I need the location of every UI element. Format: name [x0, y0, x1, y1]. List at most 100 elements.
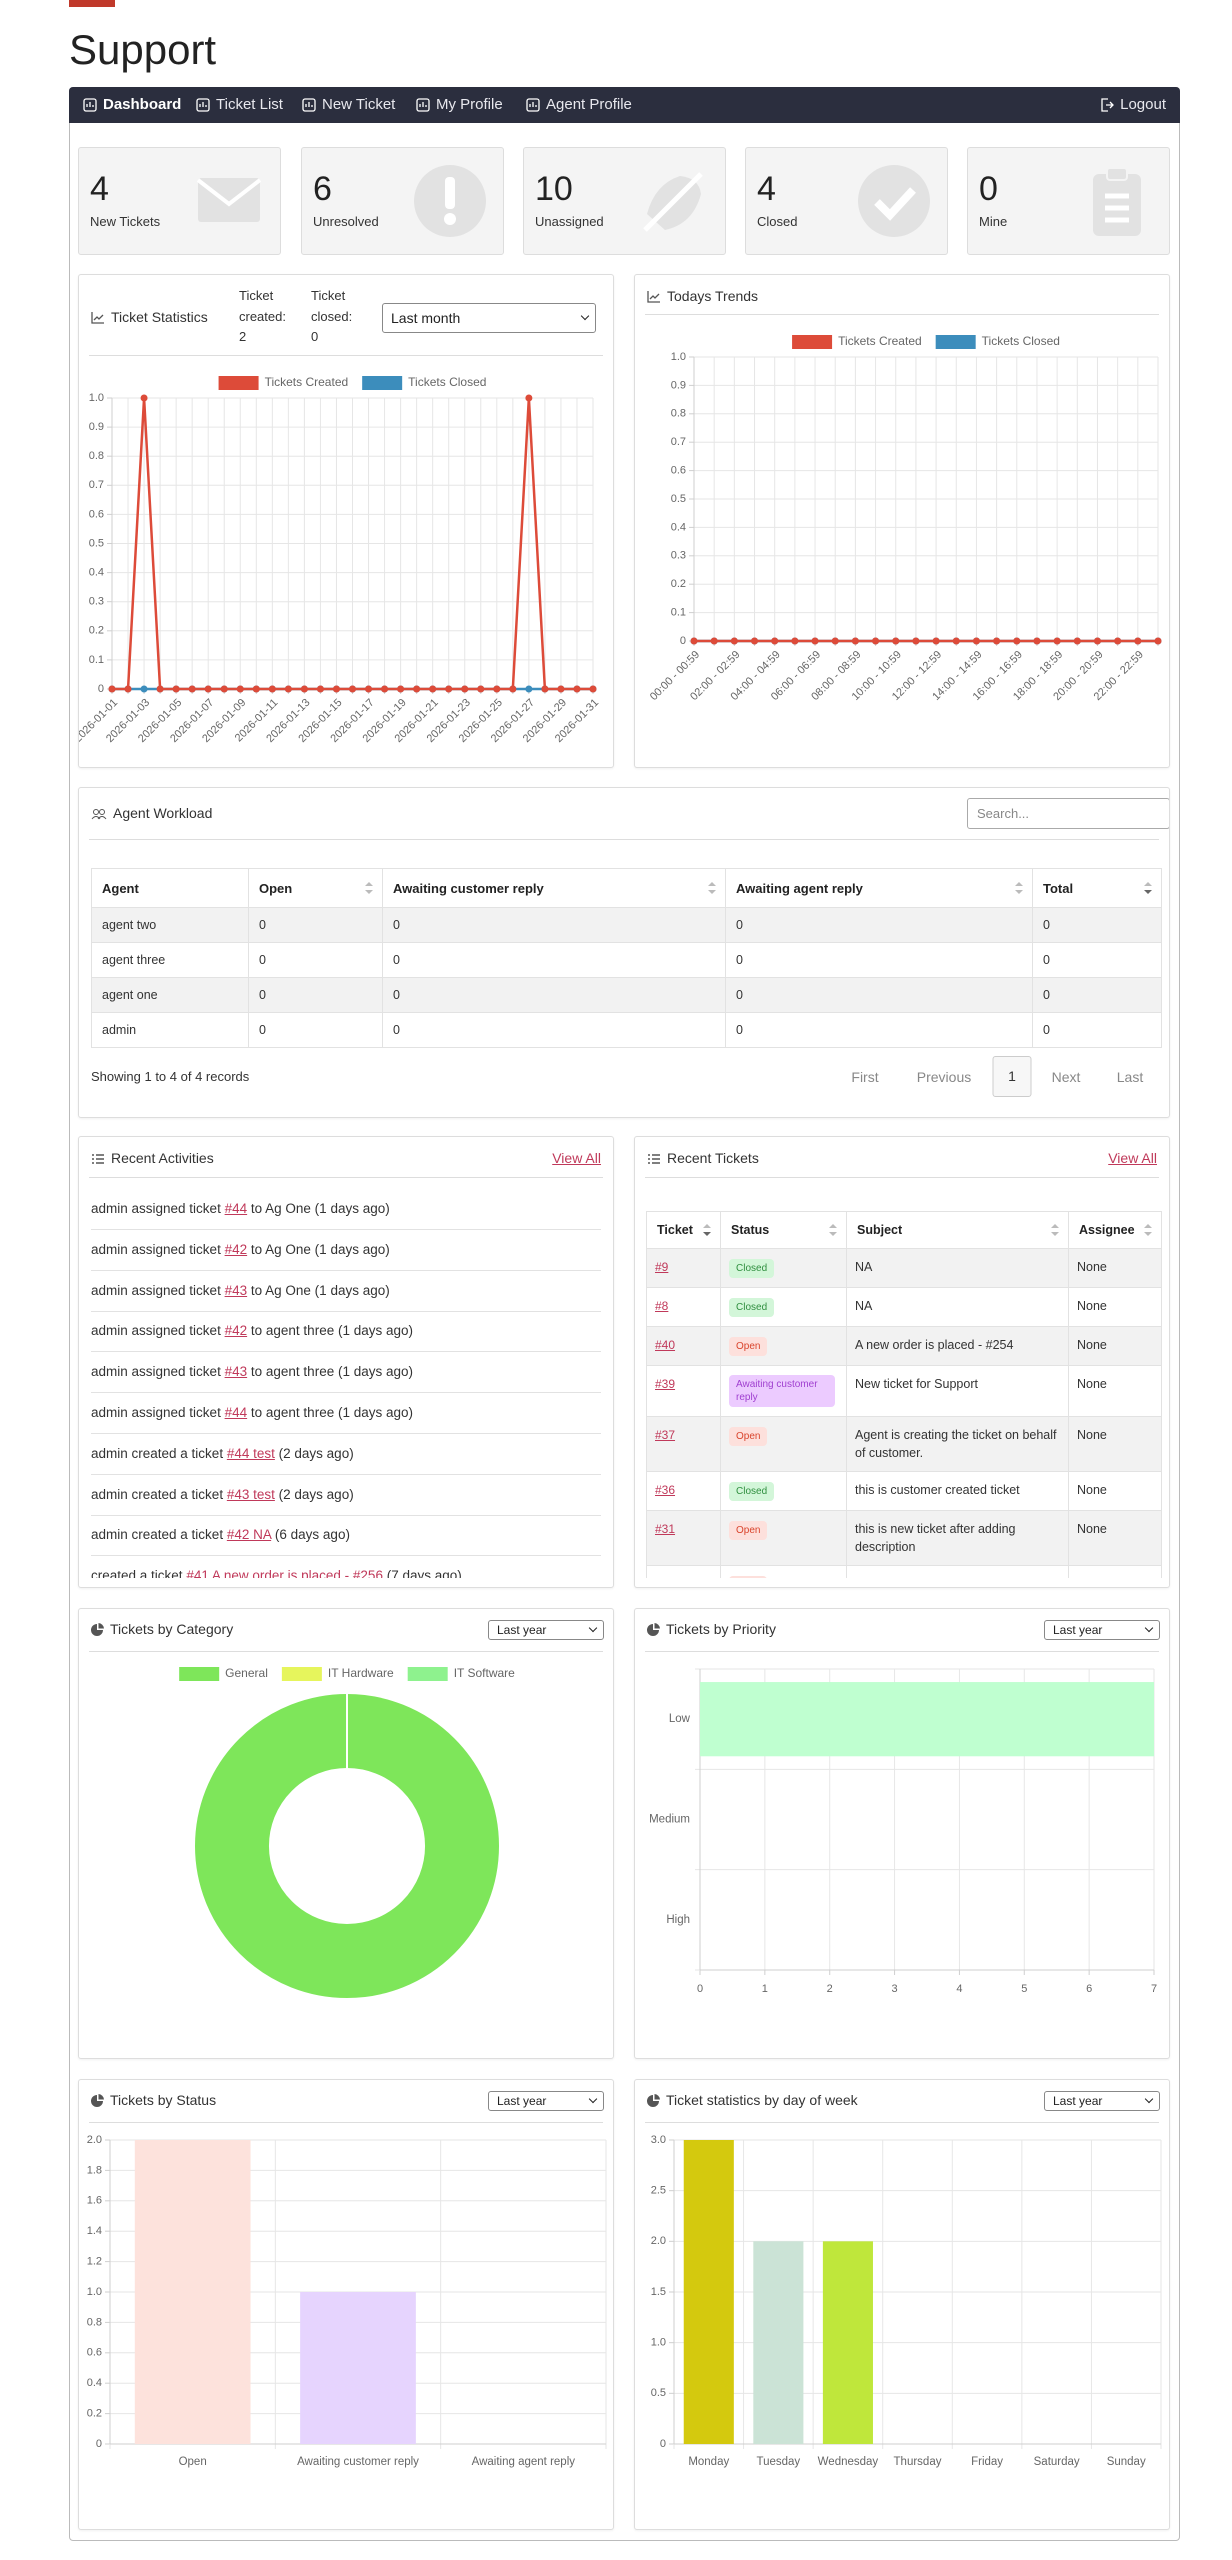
point [108, 685, 116, 693]
icon [647, 1623, 660, 1636]
page-current[interactable]: 1 [992, 1056, 1032, 1097]
column-label: Ticket [657, 1223, 693, 1237]
table-row: agent three 0 0 0 0 [91, 942, 1162, 978]
summary-card[interactable]: 10 Unassigned [523, 147, 726, 255]
bar [822, 2241, 873, 2444]
period-select[interactable]: Last year [1044, 1620, 1160, 1640]
ticket-link[interactable]: #43 [224, 1282, 248, 1298]
page-first[interactable]: First [851, 1069, 879, 1085]
point [710, 637, 718, 645]
ticket-link[interactable]: #44 [224, 1201, 248, 1216]
point [381, 685, 389, 693]
divider [645, 1177, 1159, 1178]
point [1154, 637, 1162, 645]
summary-card[interactable]: 6 Unresolved [301, 147, 504, 255]
ticket-link[interactable]: #42 [224, 1241, 248, 1257]
point [525, 394, 533, 402]
point [525, 685, 533, 693]
column-header[interactable]: Awaiting agent reply [725, 868, 1033, 908]
legend-swatch [792, 335, 833, 349]
legend-swatch [281, 1667, 322, 1681]
stat-label: Ticket created: [239, 288, 286, 324]
point [204, 685, 212, 693]
nav-item[interactable]: New Ticket [302, 87, 395, 123]
table-cell: #36 [646, 1471, 721, 1511]
view-all-link[interactable]: View All [552, 1150, 601, 1166]
y-tick-label: 0.2 [87, 2408, 102, 2420]
point [509, 685, 517, 693]
point [332, 685, 340, 693]
point [811, 637, 819, 645]
column-header[interactable]: Ticket [646, 1211, 721, 1249]
created-stat: Ticket created: 2 [239, 286, 301, 348]
column-header[interactable]: Total [1032, 868, 1162, 908]
activity-text: to Ag One (1 days ago) [250, 1201, 390, 1216]
table-cell: this is ticket after editing the [846, 1565, 1069, 1578]
activity-text: to agent three (1 days ago) [250, 1323, 413, 1339]
status-panel: 0 0.2 0.4 0.6 0.8 1.0 1.2 1.4 1.6 1.8 2.0 Open Await… [78, 2079, 614, 2530]
point [892, 637, 900, 645]
table-cell: Open [720, 1510, 847, 1566]
ticket-link[interactable]: #42 [224, 1323, 248, 1339]
ticket-link[interactable]: #9 [655, 1260, 669, 1274]
activity-item: admin assigned ticket #42 to agent three… [91, 1311, 601, 1353]
page-next[interactable]: Next [1051, 1069, 1081, 1085]
page-last[interactable]: Last [1116, 1069, 1144, 1085]
view-all-link[interactable]: View All [1108, 1150, 1157, 1166]
summary-card[interactable]: 0 Mine [967, 147, 1170, 255]
y-tick-label: 0.1 [89, 654, 104, 666]
ticket-link[interactable]: #39 [655, 1377, 676, 1391]
period-select[interactable]: Last year [488, 2091, 604, 2111]
status-badge: Closed [729, 1482, 775, 1501]
ticket-link[interactable]: #31 [655, 1522, 676, 1536]
x-tick-label: 0 [697, 1983, 703, 1995]
period-select[interactable]: Last month [382, 303, 596, 333]
panel-header: Todays Trends [647, 287, 758, 305]
ticket-link[interactable]: #30 [655, 1577, 675, 1578]
table-cell: A new order is placed - #254 [846, 1326, 1069, 1366]
summary-card[interactable]: 4 New Tickets [78, 147, 281, 255]
period-select[interactable]: Last year [1044, 2091, 1160, 2111]
card-value: 0 [979, 170, 998, 208]
ticket-link[interactable]: #8 [655, 1299, 669, 1313]
summary-card[interactable]: 4 Closed [745, 147, 948, 255]
ticket-link[interactable]: #41 A new order is placed - #256 [186, 1568, 383, 1578]
nav-item[interactable]: My Profile [416, 87, 503, 123]
search-input[interactable]: Search... [967, 798, 1169, 829]
nav-logout[interactable]: Logout [1100, 87, 1166, 123]
nav-item[interactable]: Dashboard [83, 87, 181, 123]
ticket-link[interactable]: #40 [655, 1338, 676, 1352]
nav-item[interactable]: Ticket List [196, 87, 283, 123]
ticket-link[interactable]: #44 test [226, 1445, 275, 1461]
ticket-link[interactable]: #43 test [226, 1486, 275, 1502]
ticket-link[interactable]: #37 [655, 1428, 676, 1442]
column-header[interactable]: Agent [91, 868, 249, 908]
column-header[interactable]: Awaiting customer reply [382, 868, 726, 908]
point [972, 637, 980, 645]
period-select[interactable]: Last year [488, 1620, 604, 1640]
point [932, 637, 940, 645]
column-header[interactable]: Open [248, 868, 383, 908]
table-cell: NA [846, 1287, 1069, 1327]
point [851, 637, 859, 645]
column-label: Agent [102, 880, 139, 896]
table-cell: None [1068, 1287, 1162, 1327]
nav-item[interactable]: Agent Profile [526, 87, 632, 123]
point [493, 685, 501, 693]
x-tick-label: 5 [1021, 1983, 1027, 1995]
column-header[interactable]: Status [720, 1211, 847, 1249]
column-header[interactable]: Assignee [1068, 1211, 1162, 1249]
point [140, 394, 148, 402]
bar [134, 2140, 251, 2444]
ticket-link[interactable]: #43 [224, 1364, 248, 1380]
table-cell: Closed [720, 1248, 847, 1288]
ticket-link[interactable]: #36 [655, 1483, 676, 1497]
bar [300, 2292, 416, 2444]
point [445, 685, 453, 693]
column-header[interactable]: Subject [846, 1211, 1069, 1249]
ticket-link[interactable]: #44 [224, 1405, 248, 1420]
legend-label: General [225, 1666, 268, 1680]
ticket-link[interactable]: #42 NA [226, 1527, 272, 1543]
page-previous[interactable]: Previous [916, 1069, 972, 1085]
ticket-statistics-panel: 0 0.1 0.2 0.3 0.4 0.5 0.6 0.7 0.8 0.9 1.0 2026-01-0… [78, 274, 614, 768]
